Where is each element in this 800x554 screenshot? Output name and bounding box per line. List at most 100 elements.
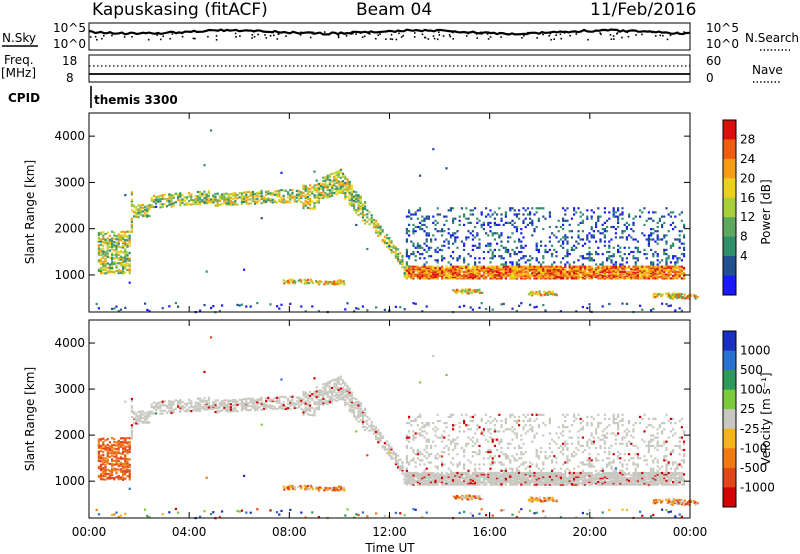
- power-cell: [106, 231, 109, 234]
- power-cell: [265, 201, 268, 204]
- power-cell: [650, 269, 653, 272]
- power-cell: [650, 265, 653, 268]
- power-cell: [610, 276, 613, 279]
- power-cell: [509, 277, 512, 280]
- power-cell: [353, 190, 356, 193]
- power-cell: [500, 213, 503, 216]
- power-cell: [441, 274, 444, 277]
- velocity-cell: [130, 406, 133, 409]
- velocity-cell: [126, 462, 129, 465]
- power-cell: [289, 194, 292, 197]
- power-cell: [465, 270, 468, 273]
- power-cell: [520, 246, 523, 249]
- power-cell: [458, 272, 461, 275]
- power-cell: [562, 272, 565, 275]
- power-cell: [425, 269, 428, 272]
- power-cell: [496, 270, 499, 273]
- power-cell: [520, 240, 523, 243]
- power-cell: [410, 270, 413, 273]
- power-cell: [515, 274, 518, 277]
- power-cell: [188, 192, 191, 195]
- velocity-cell: [300, 397, 303, 400]
- power-cell: [392, 246, 395, 249]
- power-cell: [447, 240, 450, 243]
- velocity-cell: [425, 438, 428, 441]
- power-cell: [621, 265, 624, 268]
- power-cell: [146, 214, 149, 217]
- power-cell: [535, 305, 538, 308]
- power-cell: [280, 200, 283, 203]
- power-cell: [412, 265, 415, 268]
- velocity-cell: [130, 409, 133, 412]
- velocity-cell: [177, 511, 180, 514]
- power-cell: [405, 272, 408, 275]
- velocity-cell: [361, 413, 364, 416]
- power-cell: [240, 201, 243, 204]
- power-cell: [414, 246, 417, 249]
- power-cell: [491, 250, 494, 254]
- power-cell: [544, 276, 547, 279]
- power-cell: [452, 274, 455, 277]
- noise-dot: [635, 34, 637, 36]
- power-cell: [434, 269, 437, 272]
- velocity-cell: [102, 467, 105, 470]
- power-cell: [485, 307, 488, 311]
- power-cell: [617, 268, 620, 271]
- velocity-cell: [436, 471, 439, 475]
- velocity-cell: [333, 398, 336, 401]
- velocity-cell: [152, 405, 155, 408]
- velocity-cell: [124, 459, 127, 462]
- velocity-cell: [405, 459, 408, 462]
- velocity-cell: [240, 405, 243, 408]
- power-cell: [412, 242, 415, 245]
- power-cell: [597, 215, 600, 218]
- power-cell: [346, 178, 349, 181]
- velocity-cell: [405, 469, 408, 472]
- velocity-cell: [364, 412, 367, 415]
- power-cell: [436, 276, 439, 279]
- power-cell: [524, 217, 527, 220]
- power-cell: [515, 272, 518, 275]
- power-cell: [469, 268, 472, 271]
- power-cell: [507, 270, 510, 273]
- velocity-cell: [458, 474, 461, 477]
- velocity-cell: [441, 480, 444, 484]
- power-cell: [199, 203, 202, 206]
- power-cell: [102, 247, 105, 250]
- velocity-cell: [128, 463, 131, 466]
- noise-dot: [369, 33, 371, 35]
- power-cell: [654, 230, 657, 233]
- power-cell: [568, 269, 571, 272]
- power-cell: [364, 214, 367, 217]
- velocity-cell: [306, 413, 309, 416]
- noise-dot: [542, 33, 544, 36]
- velocity-cell: [405, 478, 408, 481]
- velocity-cell: [201, 407, 204, 410]
- power-cell: [223, 200, 226, 203]
- power-cell: [350, 194, 353, 197]
- power-cell: [454, 240, 457, 243]
- power-cell: [172, 204, 175, 207]
- noise-dot: [101, 37, 103, 40]
- power-cell: [669, 215, 672, 218]
- power-cell: [177, 196, 180, 199]
- velocity-cell: [441, 471, 444, 475]
- power-cell: [656, 221, 659, 224]
- power-cell: [379, 233, 382, 236]
- power-cell: [177, 193, 180, 196]
- power-cell: [245, 195, 248, 198]
- power-cell: [458, 269, 461, 272]
- power-cell: [359, 200, 362, 203]
- velocity-cell: [328, 385, 331, 388]
- power-cell: [254, 195, 257, 198]
- velocity-cell: [128, 437, 131, 440]
- power-cell: [504, 272, 507, 275]
- noise-dot: [414, 32, 416, 34]
- velocity-cell: [458, 480, 461, 484]
- velocity-cell: [463, 478, 466, 481]
- velocity-cell: [430, 477, 433, 480]
- power-cell: [168, 193, 171, 196]
- power-cell: [570, 265, 573, 268]
- power-cell: [478, 219, 481, 222]
- power-cell: [559, 238, 562, 241]
